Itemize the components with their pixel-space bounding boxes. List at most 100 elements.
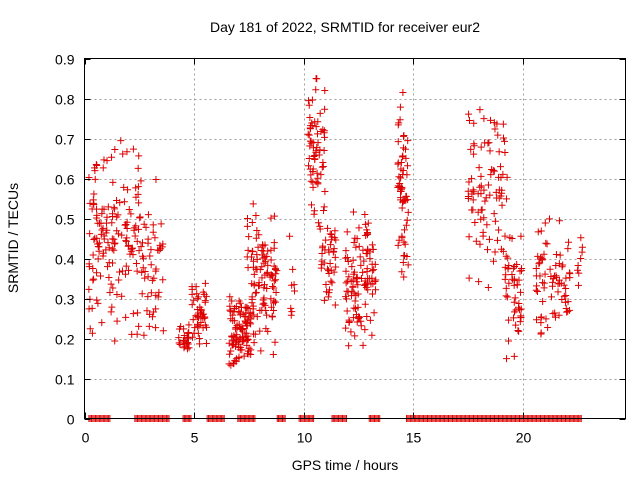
data-point <box>175 339 183 347</box>
data-point <box>361 220 369 228</box>
data-point <box>513 281 521 289</box>
data-point <box>537 330 545 338</box>
y-tick-label: 0.5 <box>55 212 75 228</box>
data-point <box>516 306 524 314</box>
data-point <box>305 154 313 162</box>
data-point <box>108 235 116 243</box>
data-point <box>138 239 146 247</box>
data-point <box>517 313 525 321</box>
grid-lines <box>84 58 626 419</box>
data-point <box>395 119 403 127</box>
data-point <box>349 256 357 264</box>
data-point <box>141 274 149 282</box>
data-point <box>272 276 280 284</box>
data-point <box>359 341 367 349</box>
data-point <box>305 131 313 139</box>
data-point <box>369 245 377 253</box>
data-point <box>490 210 498 218</box>
data-point <box>196 303 204 311</box>
data-point <box>271 338 279 346</box>
data-point <box>93 269 101 277</box>
data-point <box>142 223 150 231</box>
y-tick-label: 0.2 <box>55 332 75 348</box>
data-point <box>252 234 260 242</box>
data-point <box>134 309 142 317</box>
data-point <box>251 330 259 338</box>
data-point <box>535 260 543 268</box>
data-point <box>501 137 509 145</box>
data-point <box>470 119 478 127</box>
data-point <box>317 171 325 179</box>
data-point <box>139 254 147 262</box>
data-point <box>149 221 157 229</box>
data-point <box>314 219 322 227</box>
data-point <box>404 208 412 216</box>
data-point <box>127 247 135 255</box>
data-point <box>305 162 313 170</box>
data-point <box>469 186 477 194</box>
data-point <box>347 328 355 336</box>
data-point <box>470 188 478 196</box>
data-point <box>348 263 356 271</box>
data-point <box>361 300 369 308</box>
data-point <box>484 181 492 189</box>
data-point <box>252 288 260 296</box>
data-point <box>368 241 376 249</box>
data-point <box>119 150 127 158</box>
data-point <box>345 342 353 350</box>
data-point <box>564 245 572 253</box>
data-point <box>135 199 143 207</box>
data-point <box>235 307 243 315</box>
data-point <box>120 183 128 191</box>
data-point <box>108 245 116 253</box>
data-point <box>155 246 163 254</box>
data-point <box>364 230 372 238</box>
data-point <box>157 245 165 253</box>
data-point <box>227 347 235 355</box>
data-point <box>532 265 540 273</box>
data-point <box>353 318 361 326</box>
data-point <box>366 316 374 324</box>
data-point <box>321 188 329 196</box>
data-point <box>532 272 540 280</box>
data-point <box>225 339 233 347</box>
data-point <box>106 289 114 297</box>
data-point <box>331 301 339 309</box>
data-point <box>562 285 570 293</box>
data-point <box>228 297 236 305</box>
data-point <box>542 239 550 247</box>
data-point <box>159 240 167 248</box>
data-point <box>481 197 489 205</box>
data-point <box>253 226 261 234</box>
data-point <box>253 255 261 263</box>
data-point <box>255 282 263 290</box>
data-point <box>352 291 360 299</box>
data-point <box>368 331 376 339</box>
data-point <box>147 289 155 297</box>
data-point <box>542 315 550 323</box>
data-point <box>518 264 526 272</box>
data-point <box>471 218 479 226</box>
data-point <box>144 293 152 301</box>
data-point <box>477 172 485 180</box>
data-point <box>243 350 251 358</box>
data-point <box>551 313 559 321</box>
data-point <box>123 234 131 242</box>
data-point <box>227 307 235 315</box>
data-point <box>504 254 512 262</box>
data-point <box>490 119 498 127</box>
data-point <box>183 345 191 353</box>
data-point <box>361 326 369 334</box>
data-point <box>159 276 167 284</box>
data-point <box>267 295 275 303</box>
data-point <box>122 270 130 278</box>
data-point <box>264 247 272 255</box>
data-point <box>118 231 126 239</box>
data-point <box>125 205 133 213</box>
data-point <box>97 272 105 280</box>
data-point <box>261 281 268 289</box>
data-point <box>94 299 102 307</box>
data-point <box>152 324 160 332</box>
data-point <box>134 183 142 191</box>
data-point <box>344 288 352 296</box>
